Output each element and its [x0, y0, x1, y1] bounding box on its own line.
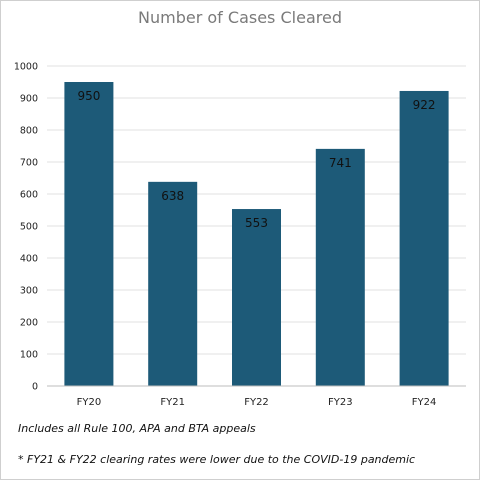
bar: [148, 181, 198, 386]
footnote-covid: * FY21 & FY22 clearing rates were lower …: [18, 453, 416, 466]
x-tick-label: FY20: [77, 397, 102, 408]
bar: [399, 90, 449, 387]
x-tick-label: FY21: [160, 397, 185, 408]
y-tick-label: 1000: [14, 62, 38, 73]
bar: [315, 148, 365, 386]
y-tick-label: 600: [20, 190, 38, 201]
footnote-appeals: Includes all Rule 100, APA and BTA appea…: [18, 422, 256, 435]
y-tick-label: 500: [20, 222, 38, 233]
x-tick-label: FY24: [412, 397, 437, 408]
y-tick-label: 0: [32, 382, 38, 393]
bar-data-label: 553: [245, 216, 268, 230]
bar-data-label: 922: [413, 98, 436, 112]
y-tick-label: 400: [20, 254, 38, 265]
y-tick-label: 200: [20, 318, 38, 329]
y-tick-label: 300: [20, 286, 38, 297]
bar-data-label: 741: [329, 156, 352, 170]
y-tick-label: 800: [20, 126, 38, 137]
x-tick-label: FY22: [244, 397, 269, 408]
bar: [232, 209, 281, 386]
chart-title: Number of Cases Cleared: [138, 8, 342, 27]
bar: [64, 82, 114, 386]
y-tick-label: 100: [20, 350, 38, 361]
bar-data-label: 950: [77, 89, 100, 103]
y-tick-label: 900: [20, 94, 38, 105]
y-tick-label: 700: [20, 158, 38, 169]
bar-data-label: 638: [161, 189, 184, 203]
bar-chart: 0 100 200 300 400 500 600 700 800 900 1000 950 FY20 6…: [14, 62, 466, 408]
x-tick-label: FY23: [328, 397, 353, 408]
